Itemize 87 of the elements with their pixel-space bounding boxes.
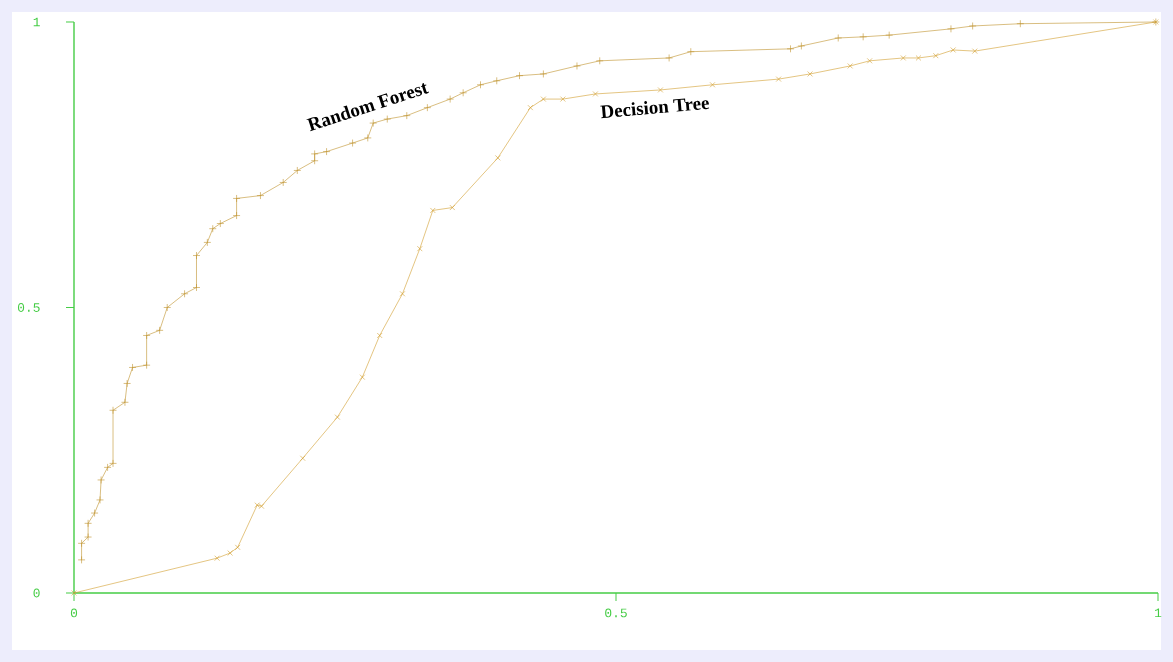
point xyxy=(376,332,383,339)
point xyxy=(403,111,411,120)
point xyxy=(947,25,955,33)
point xyxy=(807,71,813,77)
point xyxy=(109,459,117,468)
point xyxy=(859,33,867,41)
point xyxy=(495,155,501,161)
point xyxy=(540,96,547,102)
point xyxy=(492,77,501,85)
point xyxy=(459,89,467,97)
point xyxy=(322,147,331,156)
point xyxy=(216,219,225,228)
point xyxy=(834,34,843,42)
point xyxy=(915,55,922,61)
point xyxy=(595,57,604,65)
point xyxy=(933,52,939,59)
point xyxy=(476,81,485,89)
point xyxy=(293,166,302,175)
point xyxy=(417,245,423,252)
point xyxy=(232,194,241,203)
point xyxy=(786,45,795,53)
point xyxy=(84,519,92,528)
point xyxy=(256,191,265,200)
point xyxy=(592,91,599,97)
point xyxy=(155,326,164,335)
point xyxy=(180,290,189,298)
point xyxy=(123,379,131,388)
point xyxy=(310,150,319,158)
x-tick-label: 0 xyxy=(70,608,78,618)
point xyxy=(847,63,853,69)
text: Random Forest xyxy=(306,83,429,132)
point xyxy=(279,178,287,187)
point xyxy=(430,207,436,214)
point xyxy=(515,71,524,80)
x-tick-label: 1 xyxy=(1155,608,1162,618)
point xyxy=(359,374,366,380)
point xyxy=(258,503,265,509)
point xyxy=(121,398,129,407)
point xyxy=(96,496,104,504)
point xyxy=(709,82,716,88)
y-tick-label: 0.5 xyxy=(17,303,40,312)
point xyxy=(972,48,978,54)
point xyxy=(665,54,673,62)
point xyxy=(446,95,454,103)
point xyxy=(232,211,241,220)
point xyxy=(90,509,99,517)
point xyxy=(573,62,581,70)
point xyxy=(900,55,907,61)
point xyxy=(142,361,151,369)
point xyxy=(77,539,86,548)
point xyxy=(208,224,217,233)
point xyxy=(775,76,782,82)
point xyxy=(163,303,172,312)
y-tick-label: 0 xyxy=(33,588,40,598)
point xyxy=(885,31,893,39)
point xyxy=(363,134,372,142)
series-label: Decision Tree xyxy=(600,98,710,119)
x-tick-label: 0.5 xyxy=(605,608,627,618)
point xyxy=(227,550,233,556)
point xyxy=(950,47,956,53)
point xyxy=(968,22,977,30)
point xyxy=(109,406,117,415)
point xyxy=(687,47,695,56)
point xyxy=(299,455,306,462)
point xyxy=(310,156,319,165)
point xyxy=(348,139,357,147)
point xyxy=(797,42,806,50)
point xyxy=(399,291,406,297)
point xyxy=(866,58,873,64)
point xyxy=(128,363,137,372)
point xyxy=(539,70,548,78)
point xyxy=(214,555,220,561)
point xyxy=(203,238,212,247)
point xyxy=(527,104,534,111)
point xyxy=(77,556,86,564)
point xyxy=(142,331,151,340)
point xyxy=(84,533,92,541)
point xyxy=(334,414,341,420)
point xyxy=(560,96,566,102)
point xyxy=(1016,19,1025,28)
point xyxy=(97,476,105,484)
y-tick-label: 1 xyxy=(33,17,40,27)
point xyxy=(234,544,241,551)
point xyxy=(103,463,112,472)
point xyxy=(383,115,392,123)
point xyxy=(657,87,664,93)
point xyxy=(449,204,456,211)
